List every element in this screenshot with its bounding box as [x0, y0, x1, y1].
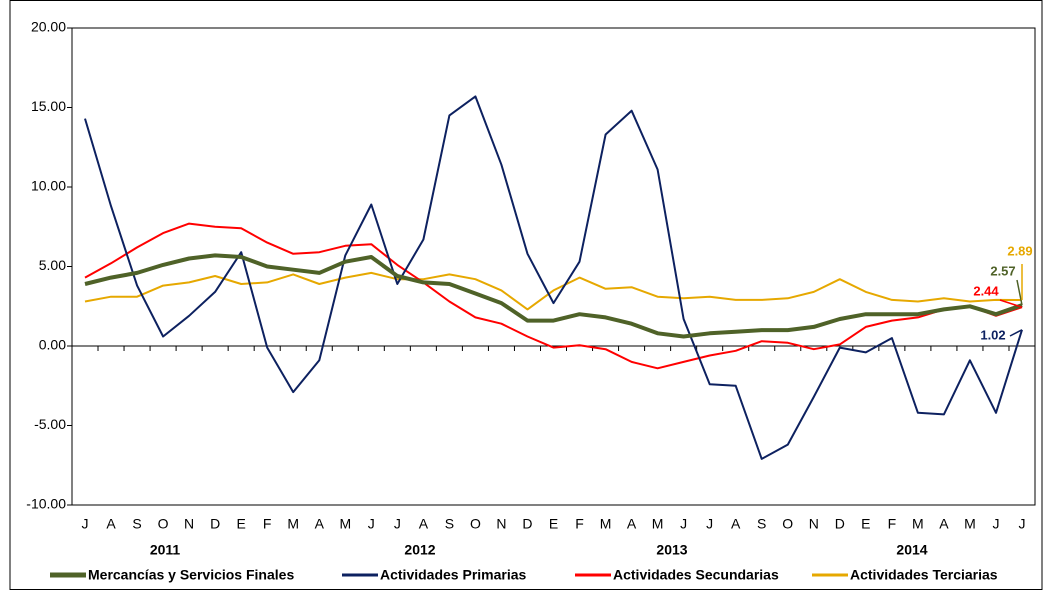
x-tick-label: A: [627, 516, 637, 532]
x-tick-label: F: [263, 516, 272, 532]
x-tick-label: E: [861, 516, 870, 532]
legend-label: Actividades Primarias: [380, 567, 527, 583]
data-label: 2.57: [990, 263, 1015, 278]
y-tick-label: 15.00: [31, 98, 66, 114]
x-tick-label: F: [575, 516, 584, 532]
y-tick-label: 20.00: [31, 19, 66, 35]
y-tick-label: -5.00: [34, 416, 66, 432]
legend-label: Mercancías y Servicios Finales: [88, 567, 294, 583]
label-arrow: [1009, 329, 1023, 337]
series-line: [84, 95, 1023, 460]
y-tick-label: 5.00: [39, 257, 66, 273]
x-tick-label: D: [210, 516, 220, 532]
legend-label: Actividades Terciarias: [850, 567, 998, 583]
year-label: 2014: [896, 542, 927, 558]
x-tick-label: S: [445, 516, 454, 532]
year-label: 2012: [404, 542, 435, 558]
x-tick-label: N: [496, 516, 506, 532]
series-line: [84, 271, 1023, 311]
data-label: 2.44: [973, 283, 999, 298]
x-tick-label: D: [835, 516, 845, 532]
x-tick-label: M: [600, 516, 612, 532]
x-tick-label: J: [680, 516, 687, 532]
y-tick-label: -10.00: [26, 496, 66, 512]
outer-frame: [9, 0, 1043, 590]
series-line: [84, 222, 1023, 370]
x-tick-label: M: [652, 516, 664, 532]
x-tick-label: S: [757, 516, 766, 532]
x-tick-label: M: [964, 516, 976, 532]
x-tick-label: F: [888, 516, 897, 532]
x-tick-label: A: [106, 516, 116, 532]
data-label: 1.02: [980, 327, 1005, 342]
x-tick-label: J: [1019, 516, 1026, 532]
x-tick-label: J: [992, 516, 999, 532]
label-arrow: [999, 299, 1023, 308]
x-tick-label: E: [236, 516, 245, 532]
x-tick-label: A: [939, 516, 949, 532]
x-tick-label: A: [731, 516, 741, 532]
x-tick-label: D: [522, 516, 532, 532]
x-tick-label: M: [912, 516, 924, 532]
x-tick-label: J: [706, 516, 713, 532]
x-tick-label: J: [394, 516, 401, 532]
year-label: 2013: [656, 542, 687, 558]
x-tick-label: J: [368, 516, 375, 532]
x-tick-label: M: [287, 516, 299, 532]
series-line: [84, 253, 1023, 339]
x-tick-label: N: [809, 516, 819, 532]
x-tick-label: E: [549, 516, 558, 532]
year-label: 2011: [150, 542, 181, 558]
x-tick-label: O: [158, 516, 169, 532]
x-tick-label: A: [419, 516, 429, 532]
x-tick-label: M: [339, 516, 351, 532]
x-tick-label: S: [132, 516, 141, 532]
x-tick-label: O: [470, 516, 481, 532]
x-tick-label: J: [82, 516, 89, 532]
data-label: 2.89: [1007, 243, 1032, 258]
y-tick-label: 0.00: [39, 337, 66, 353]
y-tick-label: 10.00: [31, 178, 66, 194]
x-tick-label: O: [782, 516, 793, 532]
x-tick-label: N: [184, 516, 194, 532]
x-tick-label: A: [315, 516, 325, 532]
legend-label: Actividades Secundarias: [613, 567, 779, 583]
plot-frame: [71, 27, 1036, 506]
label-arrow: [1016, 279, 1023, 306]
